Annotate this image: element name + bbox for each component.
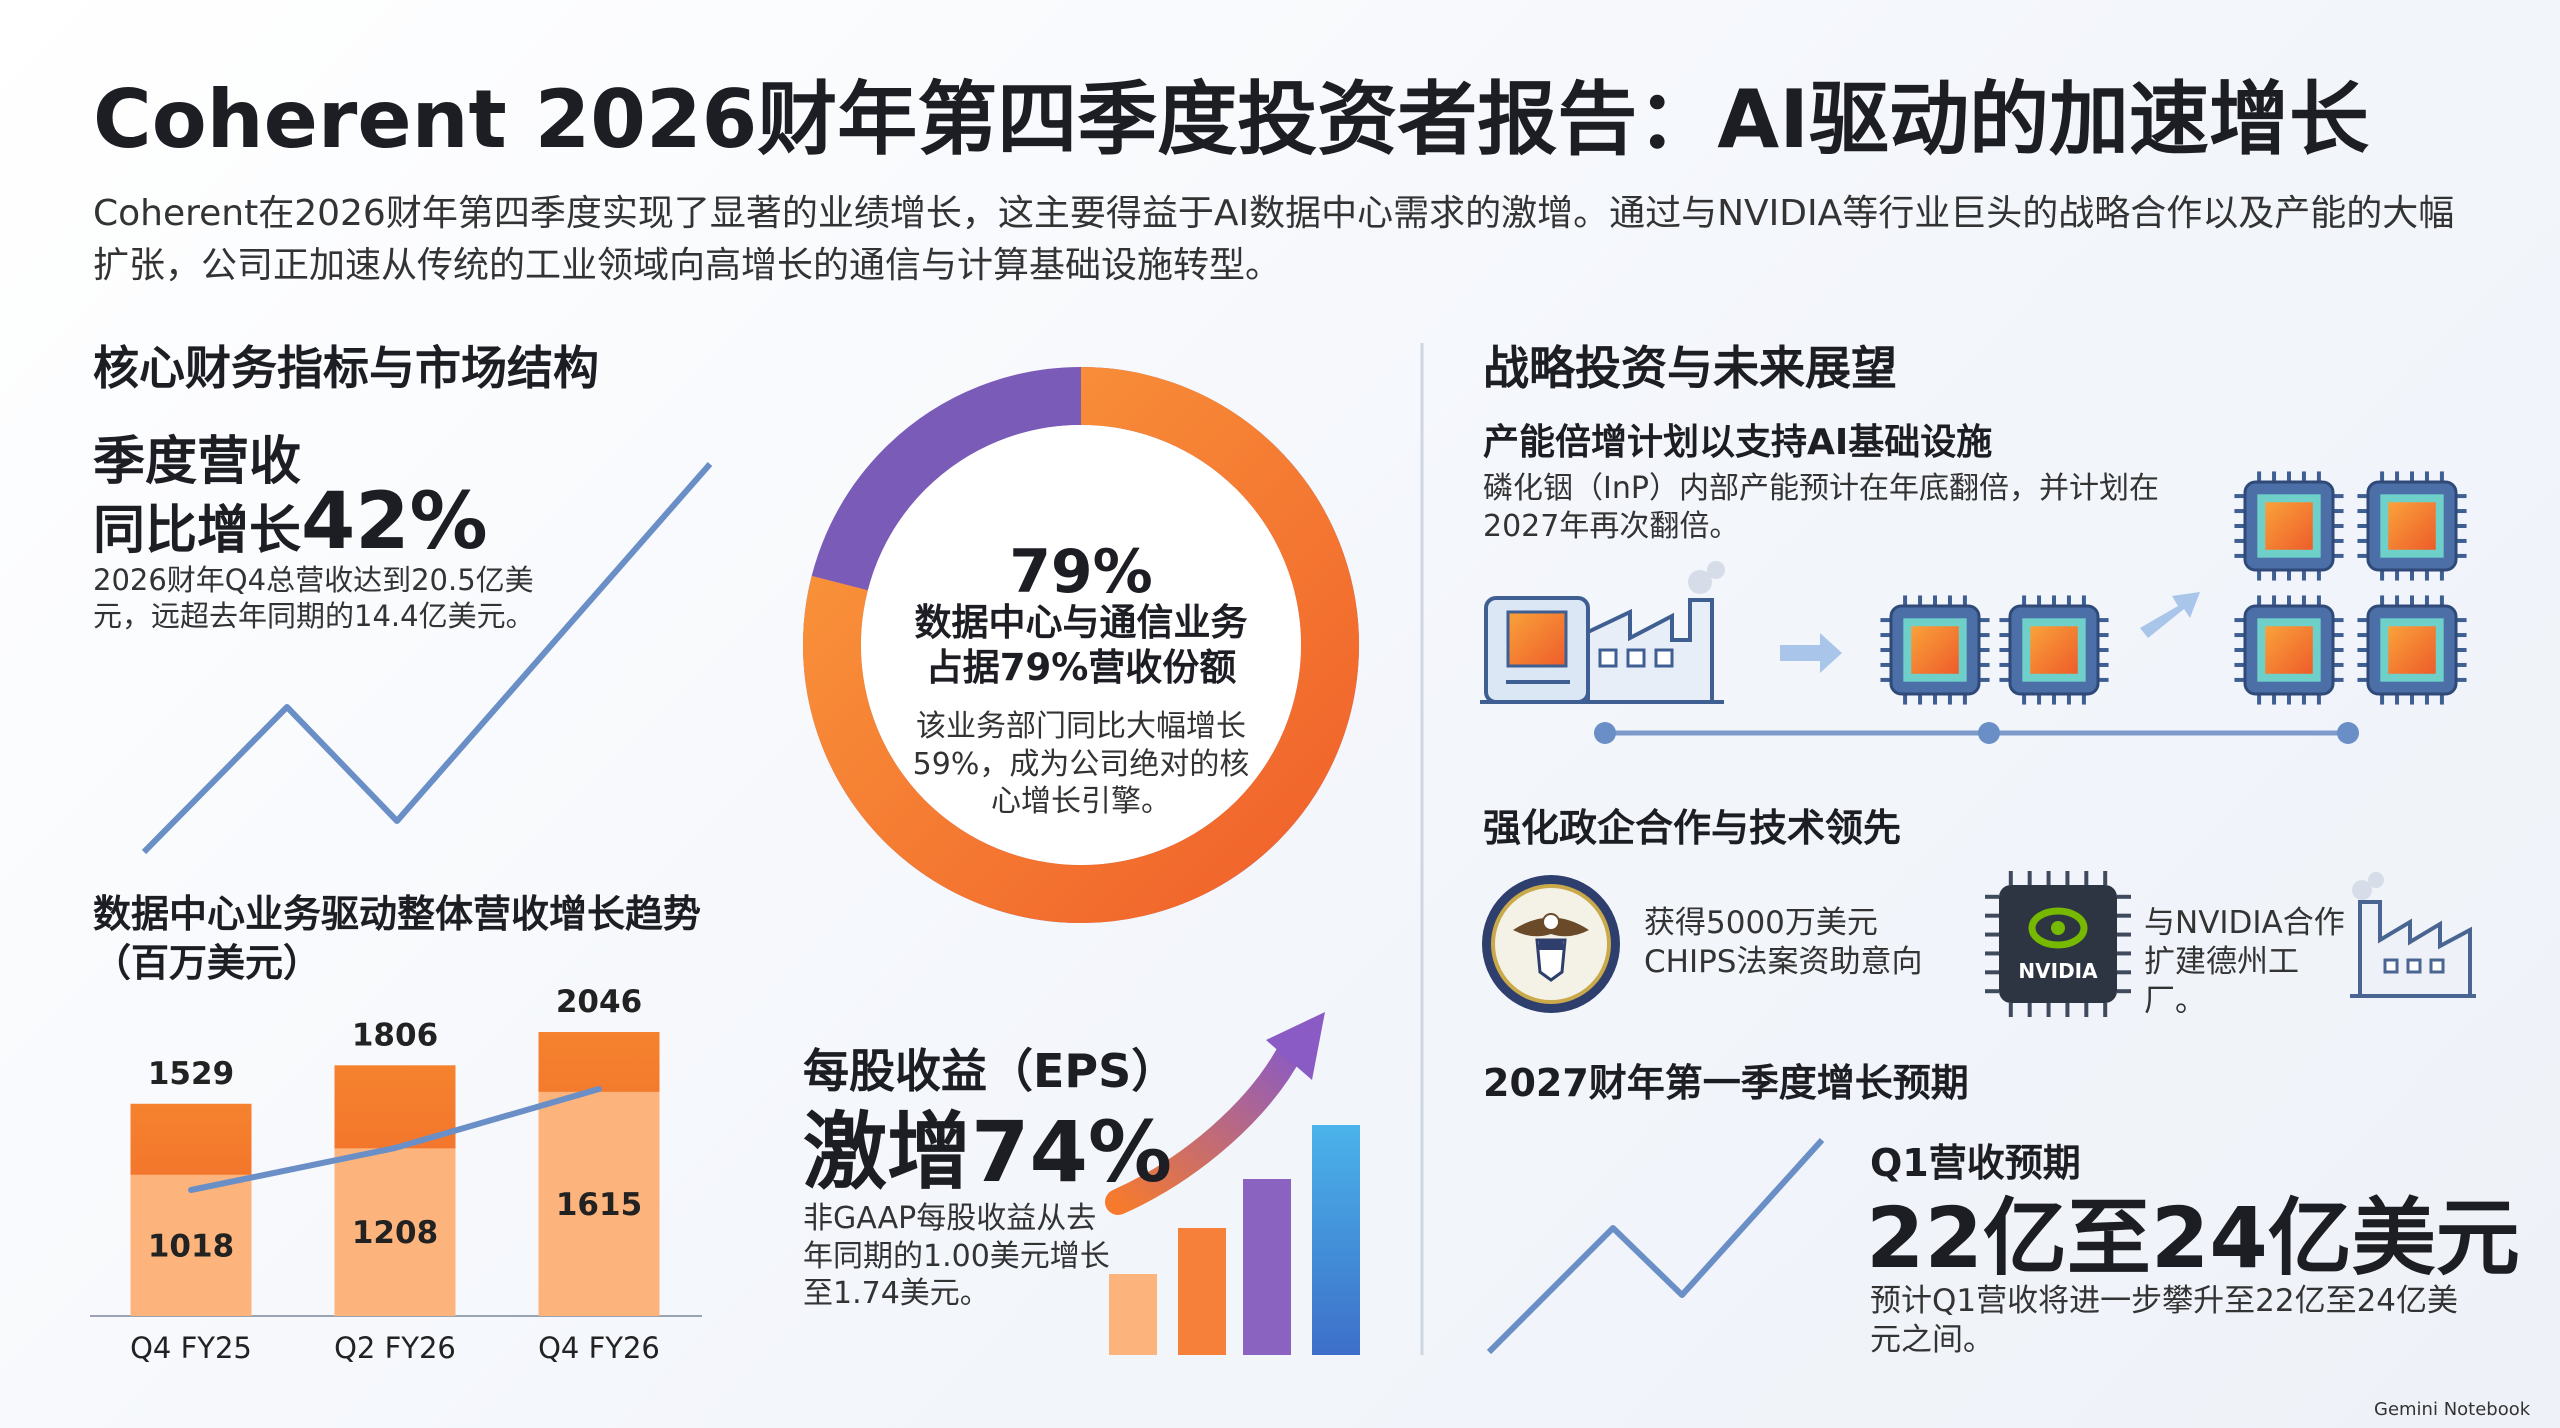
title: Coherent 2026财年第四季度投资者报告：AI驱动的加速增长 xyxy=(93,73,2369,166)
bar-total-label: 1806 xyxy=(352,1017,438,1053)
eps-headline: 激增74% xyxy=(803,1103,1173,1201)
nvidia-pupil xyxy=(2051,921,2065,935)
donut-text: 该业务部门同比大幅增长59%，成为公司绝对的核心增长引擎。 xyxy=(912,709,1250,819)
donut-hole xyxy=(861,425,1301,865)
donut-headline: 数据中心与通信业务占据79%营收份额 xyxy=(914,601,1248,690)
section-heading: 核心财务指标与市场结构 xyxy=(93,341,599,395)
revenue-text: 2026财年Q4总营收达到20.5亿美元，远超去年同期的14.4亿美元。 xyxy=(93,563,535,634)
x-tick-label: Q4 FY25 xyxy=(130,1331,252,1365)
revenue-growth-value: 42% xyxy=(301,477,488,567)
chip-core xyxy=(2030,626,2078,674)
trend-line xyxy=(141,462,713,855)
donut-arc xyxy=(803,367,1359,923)
nvidia-logo: NVIDIA xyxy=(2018,959,2098,983)
chip-icon xyxy=(2234,595,2344,705)
bar xyxy=(334,1148,456,1316)
chart-title: 数据中心业务驱动整体营收增长趋势（百万美元） xyxy=(93,892,702,986)
bar xyxy=(130,1174,252,1316)
chip-core xyxy=(1911,626,1959,674)
x-tick-label: Q4 FY26 xyxy=(538,1331,660,1365)
capacity-text: 磷化铟（InP）内部产能预计在年底翻倍，并计划在2027年再次翻倍。 xyxy=(1483,471,2159,544)
chip-icon xyxy=(2357,595,2467,705)
chip-core xyxy=(2388,502,2436,550)
x-tick-label: Q2 FY26 xyxy=(334,1331,456,1365)
bar-total-label: 2046 xyxy=(556,984,642,1020)
factory-icon xyxy=(2350,872,2476,998)
donut-value: 79% xyxy=(1009,537,1153,607)
revenue-growth-label: 同比增长 xyxy=(93,501,302,561)
outlook-heading: 2027财年第一季度增长预期 xyxy=(1483,1061,1969,1105)
bar-value-label: 1018 xyxy=(148,1228,234,1264)
partnership-heading: 强化政企合作与技术领先 xyxy=(1483,806,1902,850)
flow-arrows xyxy=(1780,592,2200,673)
bar-value-label: 1208 xyxy=(352,1215,438,1251)
revenue-growth: 同比增长42% xyxy=(93,474,488,572)
chip-icon xyxy=(2234,471,2344,581)
outlook-label: Q1营收预期 xyxy=(1870,1141,2081,1185)
nvidia-eye xyxy=(2028,907,2088,949)
factory-icon xyxy=(1480,561,1725,704)
eps-heading: 每股收益（EPS） xyxy=(803,1044,1178,1098)
chip-core xyxy=(2265,502,2313,550)
bar xyxy=(538,1091,660,1316)
bar-total-label: 1529 xyxy=(148,1056,234,1092)
nvidia-icon: NVIDIA xyxy=(1985,871,2131,1017)
nvidia-text: 与NVIDIA合作扩建德州工厂。 xyxy=(2144,905,2345,1019)
chip-icon xyxy=(1880,595,1990,705)
trend-line xyxy=(1486,1137,1825,1355)
chip-core xyxy=(2388,626,2436,674)
eps-text: 非GAAP每股收益从去年同期的1.00美元增长至1.74美元。 xyxy=(803,1201,1110,1311)
outlook-text: 预计Q1营收将进一步攀升至22亿至24亿美元之间。 xyxy=(1870,1283,2459,1358)
seal-icon xyxy=(1482,875,1620,1013)
capacity-heading: 产能倍增计划以支持AI基础设施 xyxy=(1483,422,1993,463)
trend-line xyxy=(188,1086,602,1193)
chip-core xyxy=(2265,626,2313,674)
chips-text: 获得5000万美元CHIPS法案资助意向 xyxy=(1644,905,1923,980)
outlook-value: 22亿至24亿美元 xyxy=(1866,1189,2520,1287)
subtitle: Coherent在2026财年第四季度实现了显著的业绩增长，这主要得益于AI数据… xyxy=(93,193,2455,287)
footer: Gemini Notebook xyxy=(2374,1399,2531,1420)
revenue-label: 季度营收 xyxy=(93,432,302,492)
chip-icon xyxy=(2357,471,2467,581)
section-heading: 战略投资与未来展望 xyxy=(1483,341,1897,395)
chip-icon xyxy=(1999,595,2109,705)
timeline xyxy=(1594,722,2359,744)
eps-graphic xyxy=(1105,1012,1360,1355)
bar-value-label: 1615 xyxy=(556,1187,642,1223)
